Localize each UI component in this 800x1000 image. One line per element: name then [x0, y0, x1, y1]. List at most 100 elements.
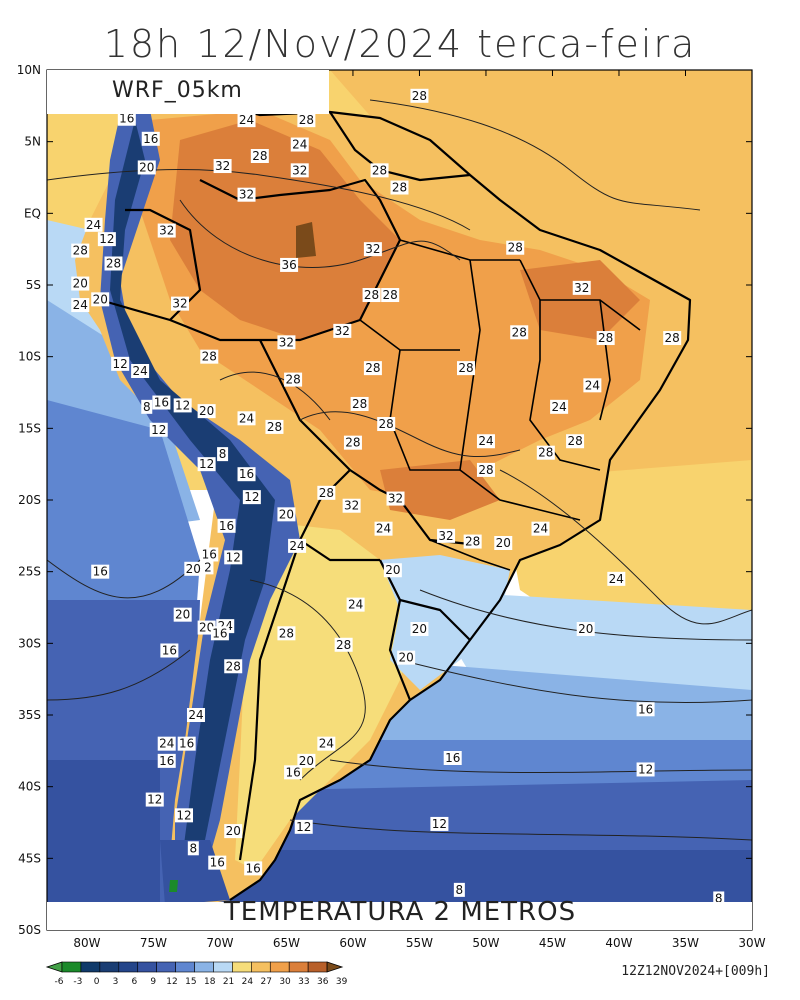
contour-label-bg: [476, 462, 495, 477]
contour-label-text: 28: [299, 113, 314, 127]
contour-label-text: 24: [478, 434, 493, 448]
contour-label-text: 16: [119, 112, 134, 126]
contour-label-text: 24: [319, 737, 334, 751]
contour-label: 16: [117, 111, 136, 126]
contour-label-bg: [157, 753, 176, 768]
contour-label-text: 28: [285, 373, 300, 387]
contour-label-text: 24: [188, 708, 203, 722]
contour-label-bg: [104, 256, 123, 271]
contour-label: 12: [97, 232, 116, 247]
contour-label: 8: [713, 891, 725, 906]
contour-label-text: 32: [172, 297, 187, 311]
lat-tick-label: 20S: [18, 493, 41, 507]
longitude-axis: 80W 75W 70W 65W 60W 55W 50W 45W 40W 35W 30W: [73, 70, 766, 950]
contour-label: 20: [397, 650, 416, 665]
contour-label-bg: [145, 792, 164, 807]
contour-label-bg: [453, 882, 465, 897]
lat-tick-label: 35S: [18, 708, 41, 722]
contour-label-bg: [202, 560, 214, 575]
contour-label: 28: [663, 331, 682, 346]
lon-tick-label: 75W: [140, 936, 167, 950]
ocean-atlantic-blue-3: [280, 780, 752, 860]
colorbar-label: 30: [279, 977, 291, 987]
colorbar-label: 18: [204, 977, 216, 987]
contour-label-bg: [362, 288, 381, 303]
contour-label-text: 32: [159, 224, 174, 238]
colorbar-label: 33: [298, 977, 309, 987]
contour-label: 28: [277, 626, 296, 641]
contour-label-text: 16: [159, 754, 174, 768]
contour-label-text: 12: [151, 423, 166, 437]
contour-label: 8: [187, 841, 199, 856]
contour-label: 24: [288, 538, 307, 553]
lat-tick-label: 25S: [18, 565, 41, 579]
land-very-hot-core: [170, 120, 400, 340]
temperature-contours: [47, 99, 752, 841]
contour-label-bg: [244, 861, 263, 876]
colorbar-label: 24: [242, 977, 254, 987]
contour-label-text: 28: [665, 331, 680, 345]
contour-label: 28: [596, 331, 615, 346]
contour-label: 12: [111, 356, 130, 371]
contour-label-text: 28: [478, 463, 493, 477]
contour-label: 24: [71, 298, 90, 313]
lon-tick-label: 35W: [672, 936, 699, 950]
contour-label-bg: [237, 411, 256, 426]
contour-label: 28: [350, 396, 369, 411]
colorbar-segment: [194, 961, 214, 973]
contour-label-bg: [237, 467, 256, 482]
contour-label: 20: [297, 753, 316, 768]
contour-label-text: 20: [299, 754, 314, 768]
contour-label-text: 16: [93, 565, 108, 579]
contour-label-bg: [536, 445, 555, 460]
contour-label-bg: [713, 891, 725, 906]
contour-label-text: 20: [73, 277, 88, 291]
lat-tick-label: 10S: [18, 350, 41, 364]
contour-label-text: 28: [106, 257, 121, 271]
contour-label: 32: [277, 335, 296, 350]
contour-label-bg: [265, 419, 284, 434]
contour-label-text: 32: [239, 188, 254, 202]
lat-tick-label: 15S: [18, 421, 41, 435]
contour-label: 20: [184, 561, 203, 576]
contour-label: 28: [343, 435, 362, 450]
contour-label-text: 28: [364, 288, 379, 302]
contour-label: 24: [374, 521, 393, 536]
contour-label-text: 24: [292, 138, 307, 152]
variable-label-box: [47, 902, 752, 930]
contour-label-bg: [343, 435, 362, 450]
contour-label-bg: [71, 298, 90, 313]
contour-label-text: 20: [399, 651, 414, 665]
contour-label-bg: [213, 159, 232, 174]
contour-label-bg: [71, 276, 90, 291]
contour-label-bg: [410, 88, 429, 103]
contour-label-text: 20: [186, 562, 201, 576]
colorbar-arrow-low: [45, 961, 63, 973]
contour-label-text: 20: [279, 507, 294, 521]
contour-label-bg: [457, 361, 476, 376]
contour-label-bg: [141, 399, 153, 414]
contour-label-text: 24: [348, 598, 363, 612]
contour-label: 32: [342, 498, 361, 513]
contour-label: 2: [202, 560, 214, 575]
contour-label: 24: [131, 364, 150, 378]
colorbar-label: 6: [131, 977, 137, 987]
contour-label-bg: [550, 399, 569, 414]
contour-label-bg: [175, 808, 194, 823]
contour-label-bg: [184, 561, 203, 576]
contour-label-text: 12: [244, 490, 259, 504]
lat-tick-label: 5S: [26, 278, 41, 292]
contour-label-bg: [141, 131, 160, 146]
contour-label-bg: [636, 762, 655, 777]
contour-label: 28: [410, 88, 429, 103]
colorbar-label: 3: [113, 977, 119, 987]
contour-label-bg: [374, 521, 393, 536]
latitude-axis: 10N 5N EQ 5S 10S 15S 20S 25S 30S 35S 40S 45S 50S: [17, 63, 752, 937]
contour-label: 16: [636, 702, 655, 717]
contour-label-text: 28: [412, 89, 427, 103]
contour-label-text: 28: [598, 331, 613, 345]
contour-label-bg: [350, 396, 369, 411]
contour-label: 16: [157, 753, 176, 768]
contour-label-bg: [317, 485, 336, 500]
